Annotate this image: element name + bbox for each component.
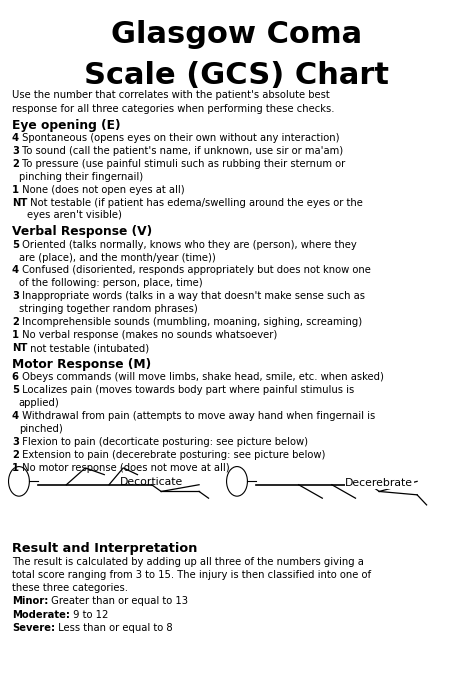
- Text: of the following: person, place, time): of the following: person, place, time): [19, 279, 202, 289]
- Text: Flexion to pain (decorticate posturing: see picture below): Flexion to pain (decorticate posturing: …: [19, 437, 308, 447]
- Text: 1: 1: [12, 184, 19, 194]
- Text: Oriented (talks normally, knows who they are (person), where they: Oriented (talks normally, knows who they…: [19, 240, 356, 250]
- Text: 9 to 12: 9 to 12: [70, 610, 108, 620]
- Text: Localizes pain (moves towards body part where painful stimulus is: Localizes pain (moves towards body part …: [19, 385, 354, 395]
- Text: 2: 2: [12, 450, 19, 460]
- Text: None (does not open eyes at all): None (does not open eyes at all): [19, 184, 184, 194]
- Text: pinching their fingernail): pinching their fingernail): [19, 172, 143, 182]
- Text: 3: 3: [12, 437, 19, 447]
- Text: Obeys commands (will move limbs, shake head, smile, etc. when asked): Obeys commands (will move limbs, shake h…: [19, 372, 384, 382]
- Text: To sound (call the patient's name, if unknown, use sir or ma'am): To sound (call the patient's name, if un…: [19, 146, 343, 155]
- Text: No verbal response (makes no sounds whatsoever): No verbal response (makes no sounds what…: [19, 330, 277, 341]
- Text: Incomprehensible sounds (mumbling, moaning, sighing, screaming): Incomprehensible sounds (mumbling, moani…: [19, 317, 362, 327]
- Text: NT: NT: [12, 343, 27, 353]
- Text: Inappropriate words (talks in a way that doesn't make sense such as: Inappropriate words (talks in a way that…: [19, 291, 365, 302]
- Text: 2: 2: [12, 317, 19, 327]
- Text: Less than or equal to 8: Less than or equal to 8: [55, 623, 173, 633]
- Text: 5: 5: [12, 240, 19, 250]
- Text: Spontaneous (opens eyes on their own without any interaction): Spontaneous (opens eyes on their own wit…: [19, 133, 339, 143]
- Text: 3: 3: [12, 291, 19, 302]
- Text: To pressure (use painful stimuli such as rubbing their sternum or: To pressure (use painful stimuli such as…: [19, 159, 345, 169]
- Text: Moderate:: Moderate:: [12, 610, 70, 620]
- Text: No motor response (does not move at all): No motor response (does not move at all): [19, 463, 229, 473]
- Text: The result is calculated by adding up all three of the numbers giving a: The result is calculated by adding up al…: [12, 557, 364, 567]
- Text: Eye opening (E): Eye opening (E): [12, 118, 120, 132]
- Text: applied): applied): [19, 398, 60, 409]
- Text: Extension to pain (decerebrate posturing: see picture below): Extension to pain (decerebrate posturing…: [19, 450, 325, 460]
- Text: Greater than or equal to 13: Greater than or equal to 13: [48, 596, 188, 606]
- Text: pinched): pinched): [19, 424, 63, 434]
- Text: Use the number that correlates with the patient's absolute best: Use the number that correlates with the …: [12, 90, 329, 100]
- Text: response for all three categories when performing these checks.: response for all three categories when p…: [12, 104, 334, 114]
- Text: Minor:: Minor:: [12, 596, 48, 606]
- Text: Decorticate: Decorticate: [120, 476, 183, 487]
- Text: Verbal Response (V): Verbal Response (V): [12, 225, 152, 238]
- Text: 5: 5: [12, 385, 19, 395]
- Text: NT: NT: [12, 198, 27, 207]
- Text: eyes aren't visible): eyes aren't visible): [27, 211, 122, 221]
- Text: Result and Interpretation: Result and Interpretation: [12, 542, 197, 555]
- Text: 3: 3: [12, 146, 19, 155]
- Text: Motor Response (M): Motor Response (M): [12, 358, 151, 371]
- Text: 1: 1: [12, 330, 19, 341]
- Text: 4: 4: [12, 411, 19, 421]
- Text: 1: 1: [12, 463, 19, 473]
- Text: Withdrawal from pain (attempts to move away hand when fingernail is: Withdrawal from pain (attempts to move a…: [19, 411, 375, 421]
- Text: Confused (disoriented, responds appropriately but does not know one: Confused (disoriented, responds appropri…: [19, 265, 371, 275]
- Text: Severe:: Severe:: [12, 623, 55, 633]
- Text: Decerebrate: Decerebrate: [345, 478, 413, 488]
- Text: 4: 4: [12, 133, 19, 143]
- Text: are (place), and the month/year (time)): are (place), and the month/year (time)): [19, 252, 216, 262]
- Text: these three categories.: these three categories.: [12, 583, 128, 593]
- Text: stringing together random phrases): stringing together random phrases): [19, 304, 198, 314]
- Text: Scale (GCS) Chart: Scale (GCS) Chart: [84, 61, 390, 90]
- Text: Glasgow Coma: Glasgow Coma: [111, 20, 363, 49]
- Text: not testable (intubated): not testable (intubated): [27, 343, 149, 353]
- Text: Not testable (if patient has edema/swelling around the eyes or the: Not testable (if patient has edema/swell…: [27, 198, 363, 207]
- Text: 6: 6: [12, 372, 19, 382]
- Text: 4: 4: [12, 265, 19, 275]
- Text: 2: 2: [12, 159, 19, 169]
- Text: total score ranging from 3 to 15. The injury is then classified into one of: total score ranging from 3 to 15. The in…: [12, 570, 371, 580]
